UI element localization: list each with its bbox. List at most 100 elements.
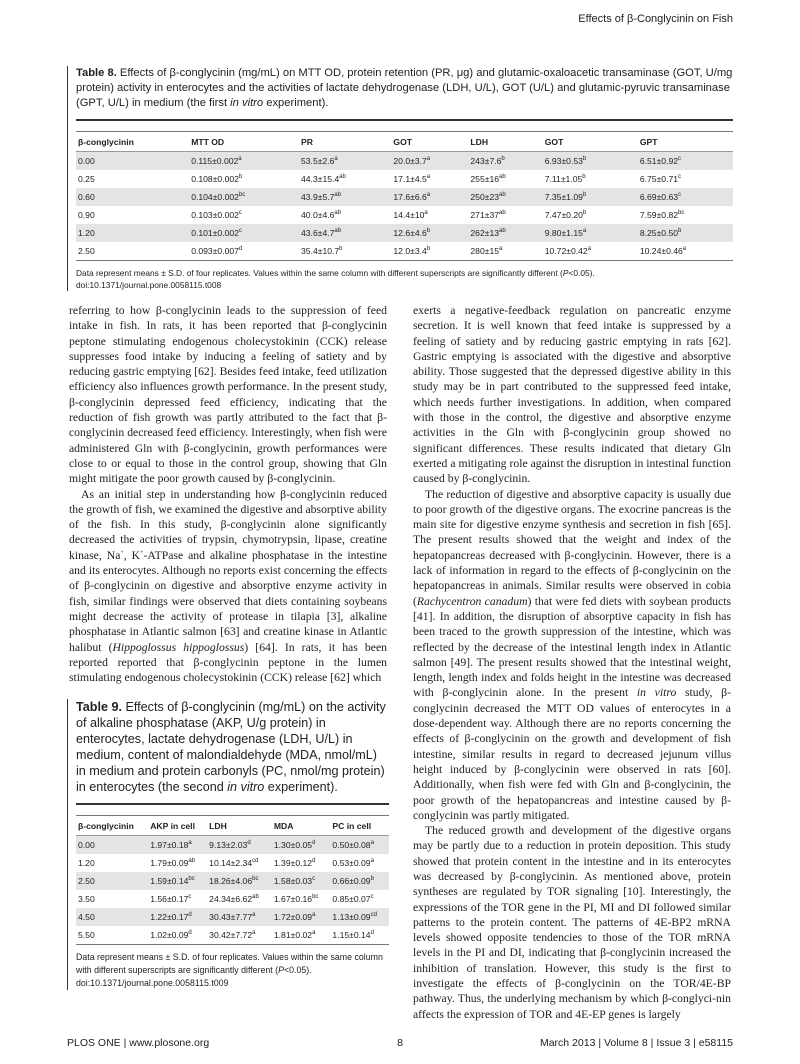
table-cell: 1.02±0.09d — [148, 926, 208, 946]
cell-value: 24.34±6.62 — [209, 894, 253, 905]
significance-superscript: bc — [188, 876, 195, 883]
table-cell: 6.69±0.63c — [637, 188, 733, 206]
table-cell: 20.0±3.7a — [391, 151, 469, 170]
significance-superscript: ab — [188, 858, 196, 865]
cell-value: 0.85±0.07 — [332, 894, 371, 905]
column-header: PC in cell — [330, 816, 389, 837]
cell-value: 9.80±1.15 — [544, 228, 583, 238]
table-cell: 243±7.6b — [468, 151, 543, 170]
paragraph-text: -ATPase and alkaline phosphatase in the … — [69, 548, 387, 654]
significance-superscript: ab — [499, 210, 506, 217]
significance-superscript: b — [582, 174, 586, 181]
significance-superscript: d — [238, 246, 243, 253]
table-cell: 8.25±0.50b — [637, 224, 733, 242]
significance-superscript: d — [247, 840, 251, 847]
table-doi[interactable]: doi:10.1371/journal.pone.0058115.t009 — [76, 978, 229, 989]
cell-value: 243±7.6 — [470, 156, 502, 166]
significance-superscript: a — [334, 156, 338, 163]
significance-superscript: ab — [499, 192, 506, 199]
cell-value: 1.59±0.14 — [150, 876, 189, 887]
table-footnote: Data represent means ± S.D. of four repl… — [76, 951, 389, 990]
cell-value: 262±13 — [470, 228, 500, 238]
significance-superscript: b — [339, 246, 343, 253]
paragraph: The reduced growth and development of th… — [413, 823, 731, 1022]
table-doi[interactable]: doi:10.1371/journal.pone.0058115.t008 — [76, 280, 222, 290]
cell-value: 250±23 — [470, 192, 500, 202]
footnote-italic: P — [278, 965, 284, 976]
cell-value: 2.50 — [78, 246, 95, 256]
italic-term: in vitro — [636, 686, 677, 700]
significance-superscript: a — [238, 156, 242, 163]
table-cell: 0.101±0.002c — [189, 224, 299, 242]
paragraph-text: , K — [123, 548, 141, 562]
significance-superscript: c — [678, 192, 682, 199]
body-column-right: exerts a negative-feedback regulation on… — [411, 303, 733, 1022]
table-cell: 30.43±7.77a — [207, 908, 272, 927]
table-cell: 10.24±0.46a — [637, 242, 733, 261]
paragraph: referring to how β-conglycinin leads to … — [69, 303, 387, 487]
column-header: MTT OD — [189, 132, 299, 152]
cell-value: 1.15±0.14 — [332, 930, 371, 941]
column-header: GOT — [542, 132, 638, 152]
cell-value: 17.6±6.6 — [393, 192, 427, 202]
table-cell: 6.93±0.53b — [542, 151, 638, 170]
paragraph: As an initial step in understanding how … — [69, 487, 387, 686]
significance-superscript: c — [188, 894, 192, 901]
caption-italic: in vitro — [230, 97, 264, 109]
cell-value: 0.53±0.09 — [332, 858, 371, 869]
significance-superscript: a — [252, 912, 256, 919]
cell-value: 30.43±7.77 — [209, 912, 253, 923]
table-cell: 10.72±0.42a — [542, 242, 638, 261]
cell-value: 0.66±0.09 — [332, 876, 371, 887]
paragraph-text: ) [64]. In rats, it has been reported re… — [69, 640, 387, 685]
table-cell: 0.53±0.09a — [330, 854, 389, 872]
cell-value: 7.59±0.82 — [639, 210, 679, 220]
table-cell: 12.6±4.6b — [391, 224, 469, 242]
footnote-italic: P — [562, 268, 569, 278]
table-cell: 7.11±1.05b — [543, 170, 638, 188]
table-cell: 6.75±0.71c — [638, 170, 733, 188]
significance-superscript: ab — [252, 894, 259, 901]
significance-superscript: ab — [499, 228, 506, 235]
table-cell: 0.093±0.007d — [189, 242, 299, 261]
significance-superscript: a — [424, 210, 428, 217]
significance-superscript: b — [370, 876, 374, 883]
table-cell: 0.00 — [76, 151, 190, 170]
table-cell: 6.51±0.92c — [637, 151, 733, 170]
caption-text: experiment). — [264, 780, 338, 795]
cell-value: 0.103±0.002 — [191, 210, 239, 220]
significance-superscript: a — [682, 246, 687, 253]
footnote-text: <0.05). — [283, 965, 312, 976]
page-footer: PLOS ONE | www.plosone.org 8 March 2013 … — [67, 1022, 733, 1050]
cell-value: 1.39±0.12 — [273, 858, 313, 869]
table-cell: 1.22±0.17d — [148, 908, 208, 927]
table-cell: 4.50 — [76, 908, 149, 927]
cell-value: 4.50 — [78, 912, 95, 923]
cell-value: 12.6±4.6 — [393, 228, 427, 238]
table-row: 4.50 1.22±0.17d 30.43±7.77a 1.72±0.09a 1.13±… — [76, 908, 389, 927]
data-table: β-conglycinin AKP in cell LDH MDA PC in cell… — [76, 816, 389, 946]
data-table: β-conglycinin MTT OD PR GOT LDH GOT GPT 0.00 0.1… — [76, 132, 733, 261]
table-cell: 1.15±0.14d — [330, 926, 389, 946]
table-cell: 1.58±0.03c — [271, 872, 331, 891]
cell-value: 0.25 — [78, 174, 95, 184]
table-cell: 10.14±2.34cd — [207, 854, 272, 872]
cell-value: 0.50±0.08 — [332, 840, 371, 851]
paragraph: exerts a negative-feedback regulation on… — [413, 303, 731, 487]
cell-value: 1.30±0.05 — [273, 840, 313, 851]
table-cell: 53.5±2.6a — [299, 151, 392, 170]
right-column-wrapper: exerts a negative-feedback regulation on… — [411, 303, 733, 1022]
body-columns: referring to how β-conglycinin leads to … — [67, 303, 733, 1022]
paragraph: The reduction of digestive and absorptiv… — [413, 487, 731, 824]
cell-value: 12.0±3.4 — [393, 246, 427, 256]
divider — [76, 119, 733, 121]
cell-value: 1.97±0.18 — [150, 840, 189, 851]
cell-value: 280±15 — [470, 246, 500, 256]
journal-name[interactable]: PLOS ONE | www.plosone.org — [67, 1036, 210, 1049]
table-cell: 1.20 — [76, 854, 148, 872]
column-header: LDH — [468, 132, 543, 152]
cell-value: 43.6±4.7 — [301, 228, 335, 238]
cell-value: 18.26±4.06 — [209, 876, 253, 887]
table-cell: 5.50 — [76, 926, 149, 946]
significance-superscript: a — [426, 192, 431, 199]
